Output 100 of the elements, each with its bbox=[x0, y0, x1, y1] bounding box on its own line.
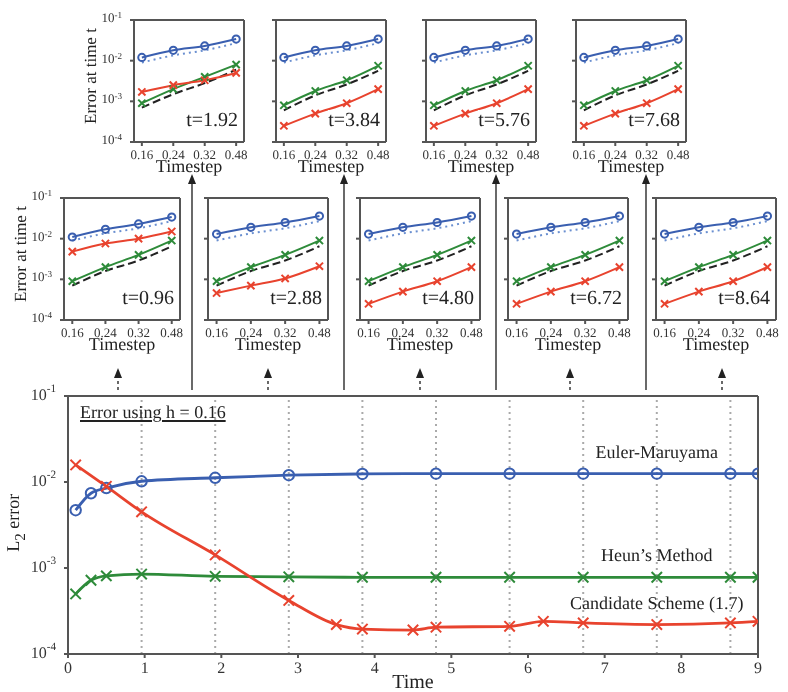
point bbox=[137, 52, 147, 63]
point bbox=[282, 594, 295, 607]
point bbox=[100, 224, 111, 234]
annotation: t=2.88 bbox=[270, 288, 322, 310]
x-axis-title: Timestep bbox=[155, 156, 223, 176]
point bbox=[363, 229, 374, 239]
annotation: t=3.84 bbox=[328, 110, 380, 132]
point bbox=[492, 75, 502, 85]
point bbox=[694, 262, 704, 272]
point bbox=[610, 108, 620, 119]
annotation: t=8.64 bbox=[718, 288, 770, 310]
x-tick-label: 5 bbox=[447, 659, 456, 678]
x-tick-label: 1 bbox=[140, 659, 149, 678]
point bbox=[398, 262, 408, 272]
point bbox=[209, 471, 222, 484]
point bbox=[167, 212, 177, 222]
point bbox=[579, 52, 589, 63]
point bbox=[610, 86, 620, 96]
point bbox=[280, 273, 290, 284]
x-tick-label: 4 bbox=[370, 659, 379, 678]
point bbox=[432, 276, 442, 286]
point bbox=[642, 75, 652, 85]
line-series bbox=[67, 212, 177, 242]
point bbox=[133, 234, 144, 244]
annotation: t=6.72 bbox=[570, 288, 622, 310]
series-label: Heun’s Method bbox=[601, 545, 714, 566]
point bbox=[580, 217, 590, 228]
annotation: t=0.96 bbox=[122, 288, 174, 310]
y-tick-label: 10$^{-2}$ bbox=[30, 470, 57, 490]
point bbox=[356, 467, 369, 481]
y-tick-label: 10$^{-3}$ bbox=[30, 556, 57, 576]
series-label: Euler-Maruyama bbox=[595, 441, 719, 462]
point bbox=[429, 52, 439, 63]
point bbox=[200, 41, 210, 51]
point bbox=[280, 250, 290, 260]
point bbox=[673, 34, 683, 44]
point bbox=[100, 569, 113, 583]
line-series bbox=[140, 68, 238, 109]
point bbox=[724, 467, 737, 480]
point bbox=[100, 262, 111, 272]
y-tick-label: 10$^{-1}$ bbox=[30, 384, 57, 404]
point bbox=[209, 570, 222, 583]
annotation: Error using h = 0.16 bbox=[80, 402, 226, 422]
x-axis-title: Timestep bbox=[297, 156, 365, 176]
x-axis-title: Timestep bbox=[386, 334, 454, 354]
annotation: t=4.80 bbox=[422, 288, 474, 310]
point bbox=[231, 34, 241, 44]
point bbox=[503, 467, 516, 480]
point bbox=[67, 232, 77, 242]
point bbox=[373, 34, 383, 44]
point bbox=[460, 86, 470, 96]
point bbox=[659, 229, 670, 239]
x-tick-label: 3 bbox=[294, 659, 302, 678]
point bbox=[642, 98, 652, 108]
point bbox=[728, 217, 738, 228]
x-axis-title: Timestep bbox=[597, 156, 665, 176]
x-tick-label: 6 bbox=[524, 659, 532, 678]
point bbox=[342, 75, 352, 85]
point bbox=[330, 618, 343, 631]
point bbox=[728, 250, 738, 260]
annotation: t=5.76 bbox=[478, 110, 530, 132]
point bbox=[398, 222, 408, 232]
x-tick-label: 9 bbox=[754, 659, 762, 678]
x-tick-label: 7 bbox=[600, 659, 609, 678]
point bbox=[546, 262, 556, 272]
point bbox=[84, 574, 98, 587]
point bbox=[466, 211, 477, 221]
point bbox=[523, 34, 533, 44]
x-tick-label: 8 bbox=[677, 659, 686, 678]
point bbox=[310, 86, 320, 96]
line-series bbox=[71, 245, 173, 287]
point bbox=[650, 467, 663, 480]
point bbox=[580, 276, 590, 286]
y-tick-label: 10$^{-4}$ bbox=[30, 642, 57, 662]
point bbox=[168, 45, 178, 55]
point bbox=[503, 620, 516, 633]
point bbox=[135, 505, 148, 519]
x-axis-title: Timestep bbox=[682, 334, 750, 354]
point bbox=[546, 222, 556, 232]
point bbox=[724, 616, 737, 630]
point bbox=[246, 281, 256, 291]
point bbox=[577, 571, 590, 584]
point bbox=[398, 286, 408, 297]
point bbox=[135, 475, 148, 488]
point bbox=[310, 45, 320, 55]
x-tick-label: 2 bbox=[217, 659, 226, 678]
point bbox=[650, 571, 663, 584]
series-label: Candidate Scheme (1.7) bbox=[570, 592, 744, 613]
point bbox=[642, 41, 652, 51]
point bbox=[728, 276, 738, 286]
y-axis-title: Error at time t bbox=[80, 26, 100, 128]
point bbox=[432, 217, 442, 228]
point bbox=[694, 286, 704, 297]
point bbox=[280, 217, 290, 228]
line-series bbox=[137, 34, 241, 63]
point bbox=[356, 622, 369, 636]
point bbox=[577, 616, 590, 630]
point bbox=[492, 98, 502, 108]
point bbox=[432, 250, 442, 260]
point bbox=[694, 222, 704, 232]
